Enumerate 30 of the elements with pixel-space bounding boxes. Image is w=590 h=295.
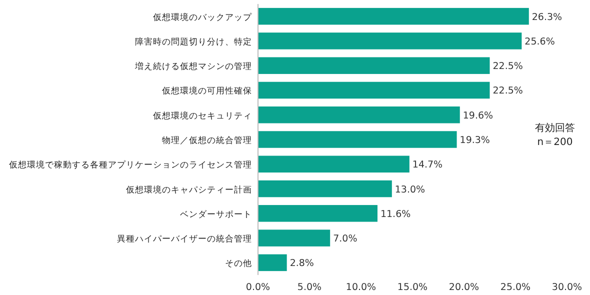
y-tick-label: 異種ハイパーバイザーの統合管理 (117, 234, 252, 245)
y-tick-label: 障害時の問題切り分け、特定 (135, 36, 252, 48)
x-tick-label: 5.0% (297, 282, 322, 293)
y-tick-label: 仮想環境のキャパシティー計画 (126, 184, 252, 196)
data-label: 22.5% (492, 61, 523, 72)
data-label: 2.8% (290, 258, 314, 270)
data-label: 19.6% (462, 110, 494, 122)
x-tick-label: 10.0% (346, 282, 376, 293)
y-tick-label: 仮想環境の可用性確保 (162, 86, 252, 97)
data-label: 25.6% (524, 36, 555, 48)
y-tick-label: その他 (225, 258, 252, 270)
data-label: 11.6% (380, 208, 411, 220)
x-tick-label: 20.0% (448, 282, 480, 293)
y-tick-label: 物理／仮想の統合管理 (162, 135, 252, 146)
data-label: 13.0% (394, 184, 426, 196)
x-tick-label: 15.0% (397, 282, 428, 293)
y-tick-label: ベンダーサポート (180, 208, 252, 220)
y-tick-label: 仮想環境のセキュリティ (153, 110, 252, 122)
data-label: 7.0% (333, 234, 358, 245)
x-tick-label: 25.0% (500, 282, 531, 293)
x-tick-label: 0.0% (246, 282, 270, 293)
x-tick-label: 30.0% (552, 282, 582, 293)
annotation: 有効回答 n＝200 (535, 122, 575, 148)
data-label: 22.5% (492, 86, 523, 97)
data-label: 26.3% (532, 12, 562, 23)
y-tick-label: 仮想環境のバックアップ (153, 12, 253, 23)
y-tick-label: 仮想環境で稼動する各種アプリケーションのライセンス管理 (9, 160, 252, 171)
data-label: 19.3% (460, 135, 490, 146)
data-label: 14.7% (412, 160, 443, 171)
y-tick-label: 増え続ける仮想マシンの管理 (134, 61, 252, 72)
